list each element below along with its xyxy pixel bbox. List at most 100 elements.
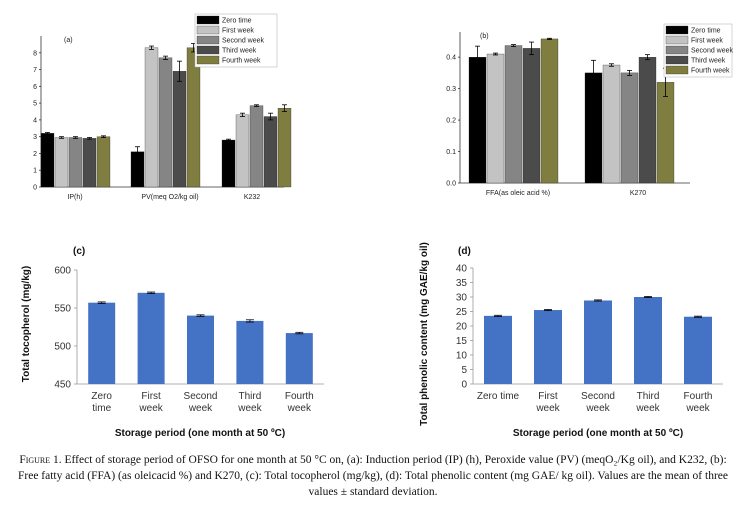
y-tick-label: 20	[456, 322, 468, 333]
caption-text: Effect of storage period of OFSO for one…	[17, 454, 728, 498]
bar-third-week-k270	[638, 57, 657, 184]
bar-fourth-week-ffa-as-oleic-acid	[540, 38, 559, 184]
y-tick-label: 1	[33, 168, 37, 175]
category-label-zero-time: time	[92, 403, 111, 414]
y-tick-label: 4	[33, 117, 37, 124]
category-label-second-week: week	[585, 403, 610, 414]
category-label-fourth-week: week	[685, 403, 710, 414]
legend-label-second-week: Second week	[691, 48, 734, 55]
category-label-fourth-week: Fourth	[285, 391, 314, 402]
legend-swatch-zero-time	[665, 25, 689, 35]
bar-first-week-ip-h	[54, 137, 69, 188]
y-tick-label: 25	[456, 307, 468, 318]
legend-label-first-week: First week	[691, 38, 723, 45]
bar-first-week-k232	[235, 114, 250, 188]
bar-zero-time-k270	[584, 72, 603, 184]
legend-label-second-week: Second week	[222, 38, 265, 45]
legend-label-zero-time: Zero time	[222, 18, 252, 25]
chart-panel-c: (c) Total tocopherol (mg/kg) 450 500 550 60…	[21, 246, 324, 439]
panel-label-c: (c)	[73, 246, 85, 257]
chart-panel-d: (d) Total phenolic content (mg GAE/kg oi…	[419, 242, 723, 439]
legend-label-fourth-week: Fourth week	[691, 68, 730, 75]
category-label-second-week: Second	[581, 391, 615, 402]
bar-first-week	[137, 292, 165, 384]
category-label-zero-time: Zero	[91, 391, 112, 402]
y-tick-label: 0.0	[446, 181, 456, 188]
legend-label-third-week: Third week	[691, 58, 726, 65]
legend-swatch-zero-time	[196, 15, 220, 25]
bar-zero-time	[88, 302, 116, 384]
bar-third-week-ip-h	[82, 138, 97, 188]
bar-first-week	[534, 310, 562, 384]
y-tick-label: 550	[54, 304, 71, 315]
legend-swatch-second-week	[665, 45, 689, 55]
panel-label-a: (a)	[64, 37, 73, 44]
legend-swatch-fourth-week	[196, 55, 220, 65]
bar-zero-time-ffa-as-oleic-acid	[468, 57, 487, 184]
category-label-second-week: week	[188, 403, 213, 414]
panel-label-d: (d)	[458, 246, 471, 257]
y-tick-label: 0.4	[446, 55, 456, 62]
bar-fourth-week-k270	[656, 82, 675, 184]
bar-third-week-pv-meq-o2-kg-oil	[172, 71, 187, 188]
bar-second-week-ffa-as-oleic-acid	[504, 45, 523, 184]
legend: Zero time First week Second week Third week…	[663, 23, 734, 78]
category-label-third-week: week	[635, 403, 660, 414]
legend-swatch-first-week	[196, 25, 220, 35]
category-label-first-week: First	[538, 391, 558, 402]
y-tick-label: 30	[456, 293, 468, 304]
y-axis-title: Total tocopherol (mg/kg)	[21, 266, 32, 382]
panel-label-b: (b)	[480, 33, 489, 40]
category-label-third-week: week	[237, 403, 262, 414]
legend-swatch-third-week	[665, 55, 689, 65]
x-axis-title: Storage period (one month at 50 ºC)	[513, 428, 683, 439]
y-tick-label: 5	[461, 365, 467, 376]
y-tick-label: 7	[33, 67, 37, 74]
x-axis-title: Storage period (one month at 50 ºC)	[115, 428, 285, 439]
bar-fourth-week-pv-meq-o2-kg-oil	[186, 47, 201, 188]
legend-label-fourth-week: Fourth week	[222, 58, 261, 65]
bar-fourth-week	[285, 333, 313, 384]
y-tick-label: 500	[54, 342, 71, 353]
y-tick-label: 3	[33, 134, 37, 141]
category-label-fourth-week: week	[287, 403, 312, 414]
y-tick-label: 40	[456, 264, 468, 275]
y-tick-label: 35	[456, 278, 468, 289]
category-label-k270: K270	[630, 190, 646, 197]
y-tick-label: 10	[456, 351, 468, 362]
category-label-ffa-as-oleic-acid: FFA(as oleic acid %)	[486, 190, 550, 197]
category-label-first-week: week	[138, 403, 163, 414]
y-tick-label: 600	[54, 266, 71, 277]
bar-fourth-week	[684, 316, 712, 384]
bar-zero-time	[484, 315, 512, 384]
bar-first-week-pv-meq-o2-kg-oil	[144, 47, 159, 188]
y-tick-label: 450	[54, 380, 71, 391]
category-label-zero-time: Zero time	[477, 391, 520, 402]
legend-swatch-second-week	[196, 35, 220, 45]
legend-label-third-week: Third week	[222, 48, 257, 55]
bar-second-week	[584, 300, 612, 384]
bar-first-week-ffa-as-oleic-acid	[486, 53, 505, 184]
legend: Zero time First week Second week Third week…	[194, 13, 278, 68]
bar-zero-time-ip-h	[40, 133, 55, 188]
bar-third-week	[634, 297, 662, 384]
bar-second-week-ip-h	[68, 137, 83, 188]
category-label-first-week: week	[535, 403, 560, 414]
category-label-pv-meq-o2-kg-oil: PV(meq O2/kg oil)	[141, 194, 198, 201]
category-label-fourth-week: Fourth	[684, 391, 713, 402]
y-tick-label: 0	[461, 380, 467, 391]
legend-swatch-third-week	[196, 45, 220, 55]
bar-third-week-ffa-as-oleic-acid	[522, 48, 541, 184]
bar-zero-time-k232	[221, 139, 236, 188]
legend-swatch-fourth-week	[665, 65, 689, 75]
bar-second-week	[187, 315, 214, 384]
bar-first-week-k270	[602, 64, 621, 184]
bar-third-week-k232	[263, 116, 278, 188]
category-label-ip-h: IP(h)	[67, 194, 82, 201]
category-label-second-week: Second	[184, 391, 218, 402]
bar-second-week-k270	[620, 72, 639, 184]
bar-fourth-week-ip-h	[96, 136, 111, 188]
category-label-k232: K232	[244, 194, 260, 201]
bar-second-week-pv-meq-o2-kg-oil	[158, 57, 173, 188]
bar-fourth-week-k232	[277, 107, 292, 188]
